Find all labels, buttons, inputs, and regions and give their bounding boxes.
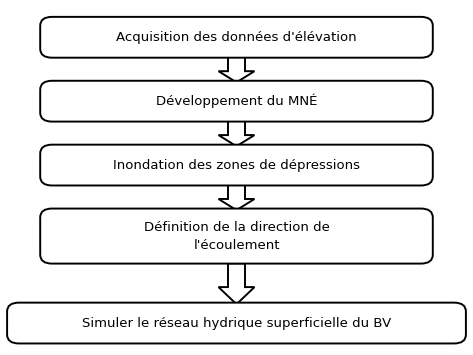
Polygon shape <box>219 263 254 304</box>
FancyBboxPatch shape <box>40 81 433 121</box>
Text: Inondation des zones de dépressions: Inondation des zones de dépressions <box>113 159 360 171</box>
FancyBboxPatch shape <box>40 17 433 58</box>
Polygon shape <box>219 120 254 146</box>
FancyBboxPatch shape <box>40 145 433 185</box>
FancyBboxPatch shape <box>40 208 433 263</box>
Text: Acquisition des données d'élévation: Acquisition des données d'élévation <box>116 31 357 44</box>
Text: Simuler le réseau hydrique superficielle du BV: Simuler le réseau hydrique superficielle… <box>82 317 391 329</box>
Text: Développement du MNÉ: Développement du MNÉ <box>156 94 317 108</box>
Polygon shape <box>219 184 254 210</box>
Polygon shape <box>219 56 254 82</box>
FancyBboxPatch shape <box>7 302 466 344</box>
Text: Définition de la direction de
l'écoulement: Définition de la direction de l'écouleme… <box>144 220 329 252</box>
